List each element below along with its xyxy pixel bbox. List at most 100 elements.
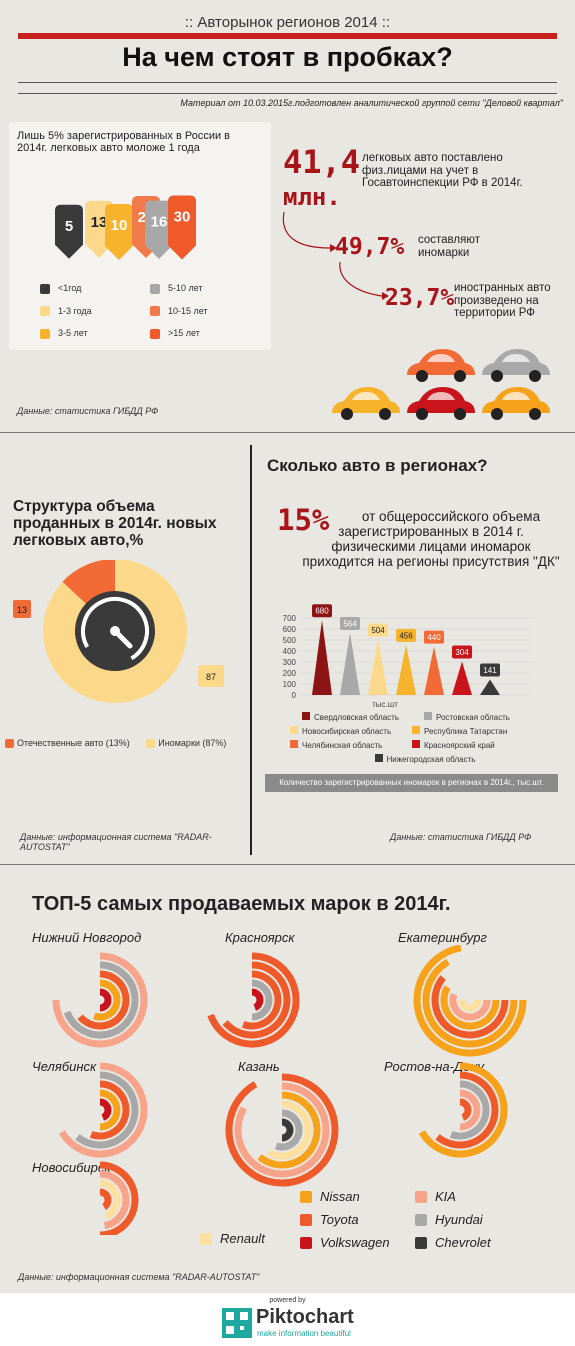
legend-label: 1-3 года	[58, 305, 92, 316]
brand-arc	[459, 1089, 481, 1131]
legend-item: 3-5 лет	[40, 328, 92, 339]
legend-label: Красноярский край	[424, 741, 495, 750]
brand-radial-chart	[418, 1062, 508, 1158]
brand-arc	[225, 1073, 339, 1187]
region-value-label: 440	[427, 633, 441, 642]
age-pin-label: 30	[174, 209, 191, 226]
y-tick-label: 200	[283, 669, 297, 678]
region-value-label: 504	[371, 626, 385, 635]
legend-swatch	[424, 712, 432, 720]
section-divider	[0, 864, 575, 865]
page-title: На чем стоят в пробках?	[122, 42, 453, 72]
legend-item: 5-10 лет	[150, 283, 208, 294]
age-pin: 5	[55, 204, 83, 259]
car-icon	[482, 349, 550, 382]
legend-label: >15 лет	[168, 328, 200, 339]
age-legend-2: 5-10 лет 10-15 лет >15 лет	[150, 283, 208, 351]
brand-legend-label: Volkswagen	[320, 1235, 390, 1250]
structure-pie: 13 87	[13, 560, 224, 703]
brand-radial-chart	[99, 1161, 139, 1235]
divider	[18, 93, 557, 94]
stat-text-1: легковых авто поставлено физ.лицами на у…	[362, 152, 523, 189]
brand-radial-chart	[413, 945, 527, 1057]
legend-swatch	[150, 328, 160, 339]
region-bar: 564	[340, 616, 360, 695]
brand-arc	[422, 958, 518, 1048]
vertical-divider	[250, 445, 252, 855]
legend-swatch	[300, 1213, 312, 1226]
divider	[18, 82, 557, 83]
top5-title: ТОП-5 самых продаваемых марок в 2014г.	[32, 893, 451, 915]
y-tick-label: 100	[283, 680, 297, 689]
brand-arc	[99, 1098, 112, 1121]
age-legend: <1год 1-3 года 3-5 лет	[40, 283, 92, 351]
region-bar-shape	[312, 620, 332, 695]
y-unit-label: тыс.шт	[372, 700, 398, 709]
regions-source: Данные: статистика ГИБДД РФ	[390, 832, 532, 842]
age-pin-shape	[145, 200, 173, 259]
brand-arc	[435, 1071, 499, 1149]
car-icon	[482, 387, 550, 420]
brand-arc	[99, 1089, 121, 1131]
brand-arc	[251, 988, 264, 1011]
age-pin-label: 10	[111, 217, 128, 234]
region-bar-shape	[368, 639, 388, 695]
car-icon	[332, 387, 400, 420]
top5-source: Данные: информационная система "RADAR-AU…	[18, 1272, 260, 1282]
car-icon	[407, 349, 475, 382]
brand-legend-label: Nissan	[320, 1189, 360, 1204]
legend-swatch	[40, 328, 50, 339]
brand-arc	[92, 979, 121, 1021]
brand-arc	[459, 1098, 472, 1121]
brand-arc	[89, 1080, 130, 1140]
brand-arc	[77, 970, 130, 1030]
svg-text:13: 13	[17, 605, 27, 615]
stat-number-1: 41,4	[283, 143, 361, 181]
brand-arc	[267, 1100, 312, 1160]
age-pin: 16	[145, 200, 173, 259]
legend-label: 10-15 лет	[168, 305, 208, 316]
brand-arc	[449, 992, 491, 1021]
legend-label: Новосибирская область	[302, 727, 392, 736]
brand-arc	[99, 1161, 139, 1235]
legend-swatch	[412, 726, 420, 734]
age-pin-shape	[55, 204, 83, 259]
legend-item: 1-3 года	[40, 306, 92, 317]
brand-legend-label: Hyundai	[435, 1212, 483, 1227]
regions-caption: Количество зарегистрированных иномарок в…	[265, 774, 558, 792]
age-pin: 10	[105, 204, 133, 260]
legend-item: 10-15 лет	[150, 306, 208, 317]
piktochart-tagline: make information beautiful	[257, 1329, 351, 1338]
city-label: Нижний Новгород	[32, 930, 142, 945]
brand-legend-label: Toyota	[320, 1212, 359, 1227]
age-pin: 30	[168, 195, 196, 260]
city-label: Ростов-на-Дону	[384, 1059, 485, 1074]
age-pin-label: 13	[91, 214, 108, 231]
brand-arc	[241, 970, 282, 1030]
region-bar: 440	[424, 630, 444, 695]
header-red-bar	[18, 33, 557, 39]
brand-arc	[99, 1170, 130, 1230]
legend-swatch	[290, 726, 298, 734]
brand-arc	[63, 961, 139, 1039]
y-tick-label: 700	[283, 614, 297, 623]
region-bar-shape	[396, 644, 416, 695]
legend-domestic: Отечественные авто (13%)	[17, 738, 130, 748]
brand-arc	[281, 1118, 294, 1142]
piktochart-brand[interactable]: Piktochart	[256, 1306, 354, 1328]
y-tick-label: 400	[283, 647, 297, 656]
age-pin-shape	[168, 195, 196, 260]
legend-label: 3-5 лет	[58, 328, 88, 339]
age-pins-chart: 13105251630	[55, 195, 196, 260]
footer	[0, 1293, 575, 1346]
structure-source: Данные: информационная система "RADAR-AU…	[20, 832, 212, 852]
legend-swatch	[415, 1236, 427, 1249]
region-value-badge	[452, 645, 472, 659]
legend-swatch	[150, 306, 160, 317]
legend-swatch	[302, 712, 310, 720]
brand-arc	[274, 1109, 303, 1151]
legend-swatch	[40, 306, 50, 317]
brand-arc	[449, 1080, 490, 1140]
region-bar-shape	[480, 679, 500, 695]
region-value-label: 141	[483, 666, 497, 675]
